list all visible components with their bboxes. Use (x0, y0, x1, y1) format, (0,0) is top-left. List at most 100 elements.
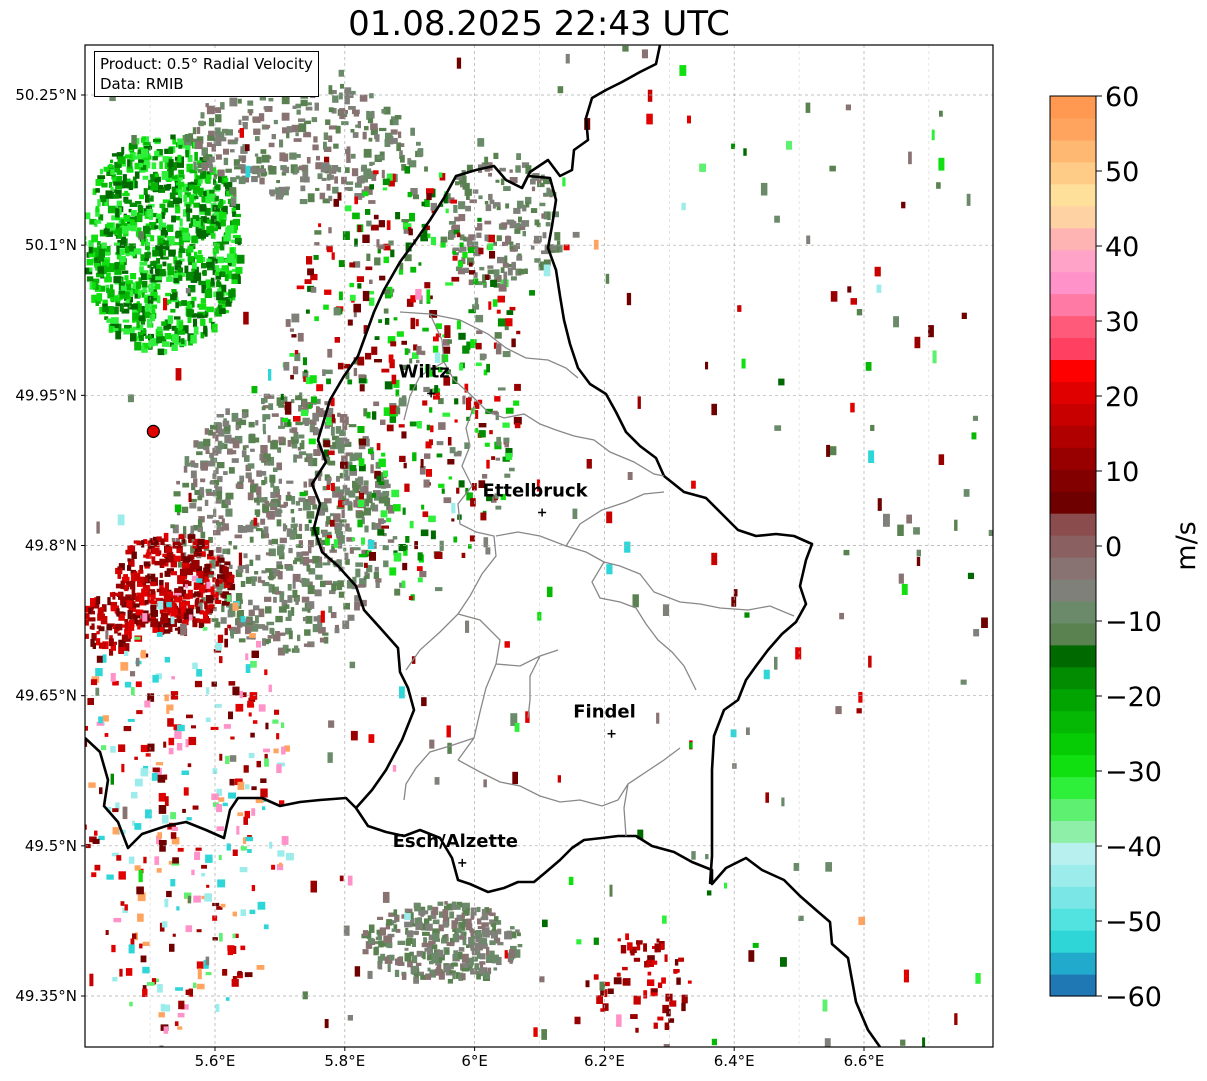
radar-echo-pixel (297, 332, 304, 342)
radar-echo-pixel (207, 553, 212, 560)
radar-echo-pixel (225, 492, 234, 500)
radar-echo-pixel (174, 627, 181, 631)
radar-echo-pixel (164, 694, 169, 702)
radar-echo-pixel (307, 605, 311, 613)
radar-echo-pixel (404, 254, 412, 262)
radar-echo-pixel (301, 551, 309, 556)
radar-echo-pixel (337, 500, 345, 508)
radar-echo-pixel (384, 497, 391, 507)
radar-echo-pixel (125, 178, 131, 182)
radar-echo-pixel (187, 315, 192, 323)
radar-echo-pixel (451, 276, 460, 282)
radar-echo-pixel (856, 708, 862, 714)
radar-echo-pixel (174, 327, 179, 336)
radar-echo-pixel (152, 250, 160, 257)
radar-echo-pixel (287, 595, 293, 603)
radar-echo-pixel (546, 586, 553, 598)
radar-echo-pixel (128, 251, 135, 256)
radar-echo-pixel (91, 247, 99, 253)
radar-echo-pixel (492, 203, 496, 209)
radar-echo-pixel (85, 212, 91, 220)
radar-echo-pixel (178, 258, 185, 262)
radar-echo-pixel (316, 155, 320, 161)
radar-echo-pixel (116, 152, 124, 160)
radar-echo-pixel (972, 415, 978, 421)
radar-echo-pixel (316, 408, 324, 414)
radar-echo-pixel (293, 432, 299, 440)
national-border-east (520, 45, 662, 189)
radar-echo-pixel (486, 946, 490, 955)
radar-echo-pixel (514, 722, 520, 732)
radar-echo-pixel (119, 290, 127, 299)
radar-echo-pixel (333, 198, 339, 207)
radar-echo-pixel (261, 406, 266, 411)
radar-echo-pixel (136, 336, 140, 341)
radar-echo-pixel (409, 384, 417, 391)
radar-echo-pixel (288, 630, 293, 640)
radar-echo-pixel (505, 448, 513, 457)
radar-echo-pixel (145, 809, 152, 819)
radar-echo-pixel (264, 596, 272, 602)
radar-echo-pixel (512, 771, 518, 785)
radar-echo-pixel (141, 345, 148, 353)
radar-echo-pixel (314, 589, 322, 597)
radar-echo-pixel (296, 109, 301, 115)
radar-echo-pixel (484, 201, 489, 205)
radar-echo-pixel (225, 168, 232, 173)
radar-echo-pixel (247, 849, 252, 853)
radar-echo-pixel (92, 838, 100, 844)
radar-echo-pixel (274, 709, 280, 715)
radar-echo-pixel (127, 302, 132, 306)
radar-echo-pixel (281, 112, 290, 121)
radar-echo-pixel (326, 184, 331, 191)
radar-echo-pixel (352, 547, 361, 551)
radar-echo-pixel (469, 270, 476, 275)
radar-echo-pixel (223, 157, 229, 166)
radar-echo-pixel (211, 607, 217, 612)
radar-echo-pixel (329, 590, 336, 595)
radar-echo-pixel (234, 435, 243, 444)
radar-echo-pixel (108, 638, 114, 647)
radar-echo-pixel (442, 412, 451, 417)
radar-echo-pixel (201, 597, 206, 604)
radar-echo-pixel (208, 537, 213, 543)
radar-echo-pixel (191, 498, 197, 503)
radar-echo-pixel (85, 241, 87, 246)
radar-echo-pixel (205, 972, 212, 976)
radar-echo-pixel (380, 520, 386, 524)
radar-echo-pixel (364, 525, 369, 533)
radar-echo-pixel (226, 270, 233, 279)
radar-echo-pixel (416, 141, 421, 146)
radar-echo-pixel (272, 467, 278, 472)
radar-echo-pixel (270, 584, 275, 593)
radar-echo-pixel (143, 539, 148, 544)
radar-echo-pixel (562, 177, 566, 187)
radar-echo-pixel (451, 503, 456, 514)
radar-echo-pixel (386, 517, 392, 523)
radar-echo-pixel (89, 610, 95, 615)
radar-echo-pixel (172, 242, 180, 246)
radar-echo-pixel (278, 570, 283, 580)
radar-echo-pixel (128, 289, 134, 295)
radar-echo-pixel (163, 1026, 169, 1034)
radar-echo-pixel (185, 739, 189, 748)
radar-echo-pixel (309, 457, 318, 467)
radar-echo-pixel (402, 562, 408, 571)
radar-echo-pixel (373, 490, 381, 497)
radar-echo-pixel (495, 343, 502, 355)
radar-echo-pixel (125, 281, 130, 289)
radar-echo-pixel (225, 408, 230, 415)
colorbar-tick-label: 10 (1105, 457, 1139, 488)
radar-echo-pixel (420, 974, 427, 980)
radar-echo-pixel (328, 606, 333, 613)
radar-echo-pixel (398, 131, 402, 139)
radar-echo-pixel (184, 462, 191, 467)
radar-echo-pixel (141, 208, 147, 216)
radar-echo-pixel (178, 534, 185, 540)
radar-echo-pixel (181, 338, 185, 345)
radar-echo-pixel (493, 342, 498, 349)
radar-echo-pixel (370, 110, 375, 119)
radar-echo-pixel (203, 539, 210, 549)
radar-echo-pixel (462, 963, 469, 968)
border-layer (85, 45, 882, 1047)
